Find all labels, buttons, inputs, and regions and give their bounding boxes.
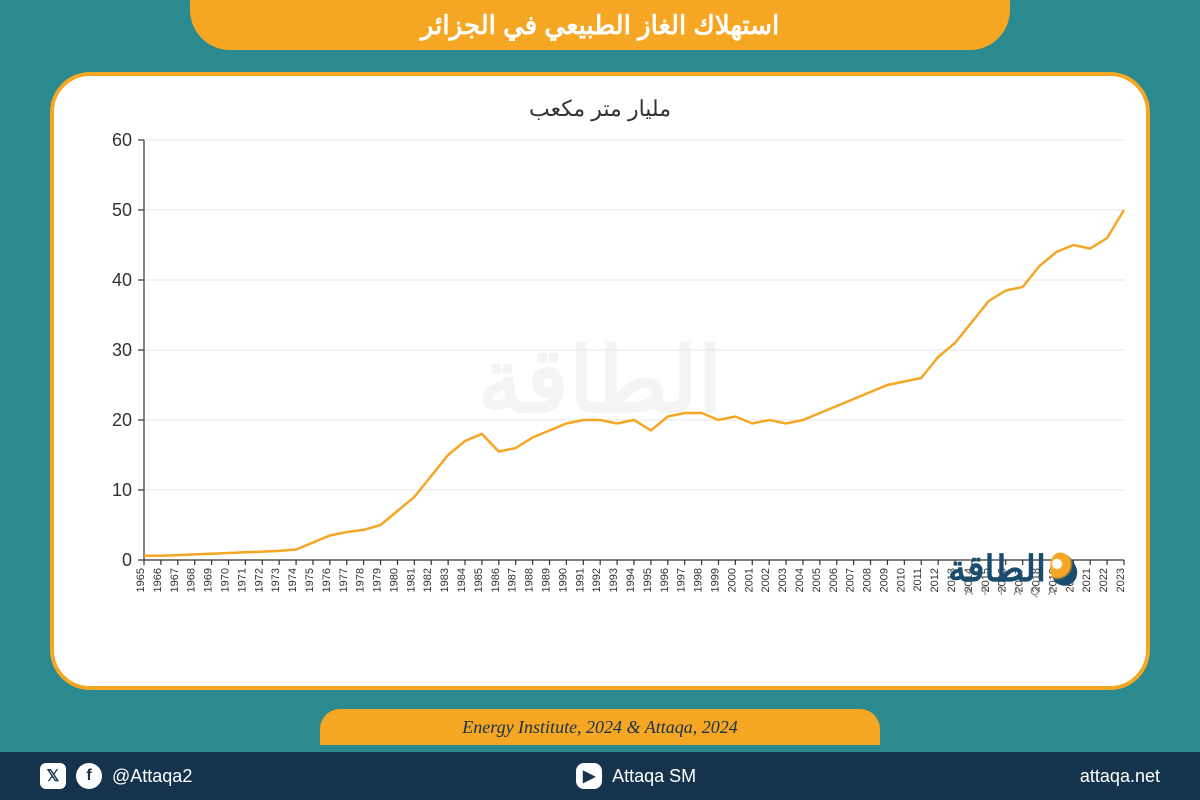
svg-text:2000: 2000	[726, 568, 738, 592]
svg-text:1980: 1980	[388, 568, 400, 592]
svg-text:1976: 1976	[321, 568, 333, 592]
svg-text:60: 60	[112, 130, 132, 150]
header-title: استهلاك الغاز الطبيعي في الجزائر	[421, 10, 779, 41]
svg-text:1993: 1993	[608, 568, 620, 592]
svg-text:2002: 2002	[760, 568, 772, 592]
svg-text:1997: 1997	[676, 568, 688, 592]
social-mid-handle: Attaqa SM	[612, 766, 696, 787]
svg-text:30: 30	[112, 340, 132, 360]
social-left: 𝕏 f @Attaqa2	[40, 763, 192, 789]
svg-text:1988: 1988	[524, 568, 536, 592]
svg-text:1971: 1971	[236, 568, 248, 592]
youtube-icon: ▶	[576, 763, 602, 789]
social-right-url: attaqa.net	[1080, 766, 1160, 787]
svg-text:1973: 1973	[270, 568, 282, 592]
svg-text:1995: 1995	[642, 568, 654, 592]
svg-text:1996: 1996	[659, 568, 671, 592]
brand-logo: الطاقة A T T A Q A	[948, 548, 1076, 598]
social-bar: 𝕏 f @Attaqa2 ▶ Attaqa SM attaqa.net	[0, 752, 1200, 800]
svg-text:1990: 1990	[557, 568, 569, 592]
svg-text:2008: 2008	[862, 568, 874, 592]
svg-text:1998: 1998	[693, 568, 705, 592]
svg-text:2021: 2021	[1081, 568, 1093, 592]
social-left-handle: @Attaqa2	[112, 766, 192, 787]
svg-text:1979: 1979	[372, 568, 384, 592]
svg-text:20: 20	[112, 410, 132, 430]
svg-text:2023: 2023	[1115, 568, 1127, 592]
svg-text:2003: 2003	[777, 568, 789, 592]
svg-text:1984: 1984	[456, 568, 468, 592]
svg-text:2005: 2005	[811, 568, 823, 592]
x-twitter-icon: 𝕏	[40, 763, 66, 789]
svg-text:1969: 1969	[203, 568, 215, 592]
svg-text:1981: 1981	[405, 568, 417, 592]
svg-text:1970: 1970	[219, 568, 231, 592]
svg-text:1965: 1965	[135, 568, 147, 592]
svg-text:1966: 1966	[152, 568, 164, 592]
svg-text:10: 10	[112, 480, 132, 500]
logo-latin: A T T A Q A	[948, 584, 1076, 598]
facebook-icon: f	[76, 763, 102, 789]
svg-text:1992: 1992	[591, 568, 603, 592]
svg-text:2022: 2022	[1098, 568, 1110, 592]
svg-text:1968: 1968	[186, 568, 198, 592]
svg-text:1989: 1989	[541, 568, 553, 592]
svg-text:1978: 1978	[355, 568, 367, 592]
svg-text:1985: 1985	[473, 568, 485, 592]
svg-text:1982: 1982	[422, 568, 434, 592]
svg-text:2012: 2012	[929, 568, 941, 592]
svg-text:1986: 1986	[490, 568, 502, 592]
svg-text:1972: 1972	[253, 568, 265, 592]
svg-text:2007: 2007	[845, 568, 857, 592]
svg-text:1983: 1983	[439, 568, 451, 592]
social-mid: ▶ Attaqa SM	[576, 763, 696, 789]
svg-text:1974: 1974	[287, 568, 299, 592]
chart-subtitle: مليار متر مكعب	[84, 96, 1116, 122]
svg-text:0: 0	[122, 550, 132, 570]
svg-text:2010: 2010	[895, 568, 907, 592]
footer-source: Energy Institute, 2024 & Attaqa, 2024	[462, 717, 737, 738]
footer-source-bar: Energy Institute, 2024 & Attaqa, 2024	[320, 709, 880, 745]
svg-text:1999: 1999	[709, 568, 721, 592]
svg-text:1994: 1994	[625, 568, 637, 592]
social-right: attaqa.net	[1080, 766, 1160, 787]
svg-text:1975: 1975	[304, 568, 316, 592]
svg-text:2011: 2011	[912, 568, 924, 592]
svg-text:2009: 2009	[878, 568, 890, 592]
svg-text:1977: 1977	[338, 568, 350, 592]
svg-text:40: 40	[112, 270, 132, 290]
svg-text:1967: 1967	[169, 568, 181, 592]
svg-text:2001: 2001	[743, 568, 755, 592]
svg-text:2004: 2004	[794, 568, 806, 592]
svg-text:2006: 2006	[828, 568, 840, 592]
chart-panel: الطاقة مليار متر مكعب 010203040506019651…	[50, 72, 1150, 690]
svg-text:1987: 1987	[507, 568, 519, 592]
svg-text:1991: 1991	[574, 568, 586, 592]
svg-text:50: 50	[112, 200, 132, 220]
header-title-bar: استهلاك الغاز الطبيعي في الجزائر	[190, 0, 1010, 50]
